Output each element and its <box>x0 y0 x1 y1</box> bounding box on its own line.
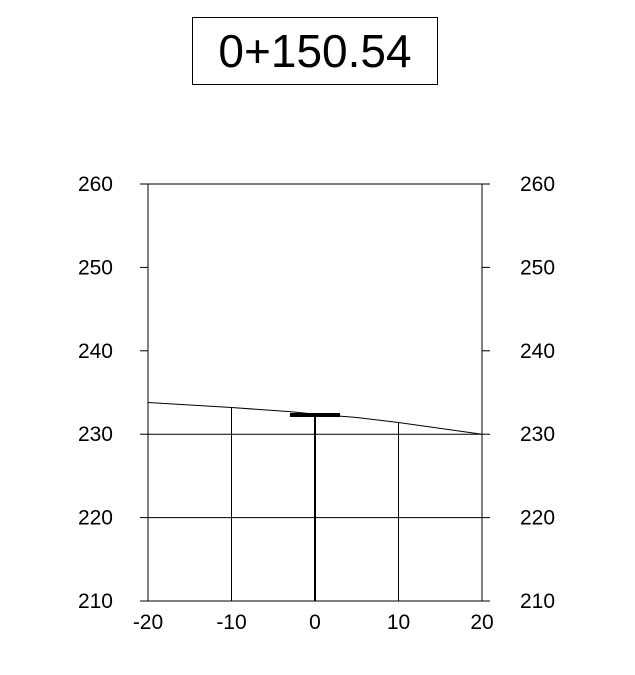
x-tick-label: -20 <box>133 611 163 634</box>
centerline-marker <box>289 413 341 601</box>
y-tick-label-right: 240 <box>520 340 555 363</box>
y-tick-label-right: 210 <box>520 590 555 613</box>
y-tick-label-left: 240 <box>78 340 113 363</box>
y-tick-label-left: 220 <box>78 507 113 530</box>
x-tick-label: 10 <box>387 611 410 634</box>
x-tick-label: 20 <box>470 611 493 634</box>
y-tick-label-left: 250 <box>78 256 113 279</box>
axis-ticks <box>140 183 490 602</box>
y-tick-label-right: 230 <box>520 423 555 446</box>
y-tick-label-left: 260 <box>78 173 113 196</box>
y-tick-label-left: 230 <box>78 423 113 446</box>
station-label: 0+150.54 <box>192 17 438 85</box>
y-tick-label-right: 220 <box>520 507 555 530</box>
y-tick-label-right: 260 <box>520 173 555 196</box>
x-tick-label: 0 <box>309 611 321 634</box>
y-tick-label-left: 210 <box>78 590 113 613</box>
x-tick-label: -10 <box>216 611 246 634</box>
axis-labels: 210 220 230 240 250 260 210 220 230 240 250 260 -20 -… <box>78 173 555 634</box>
y-tick-label-right: 250 <box>520 256 555 279</box>
